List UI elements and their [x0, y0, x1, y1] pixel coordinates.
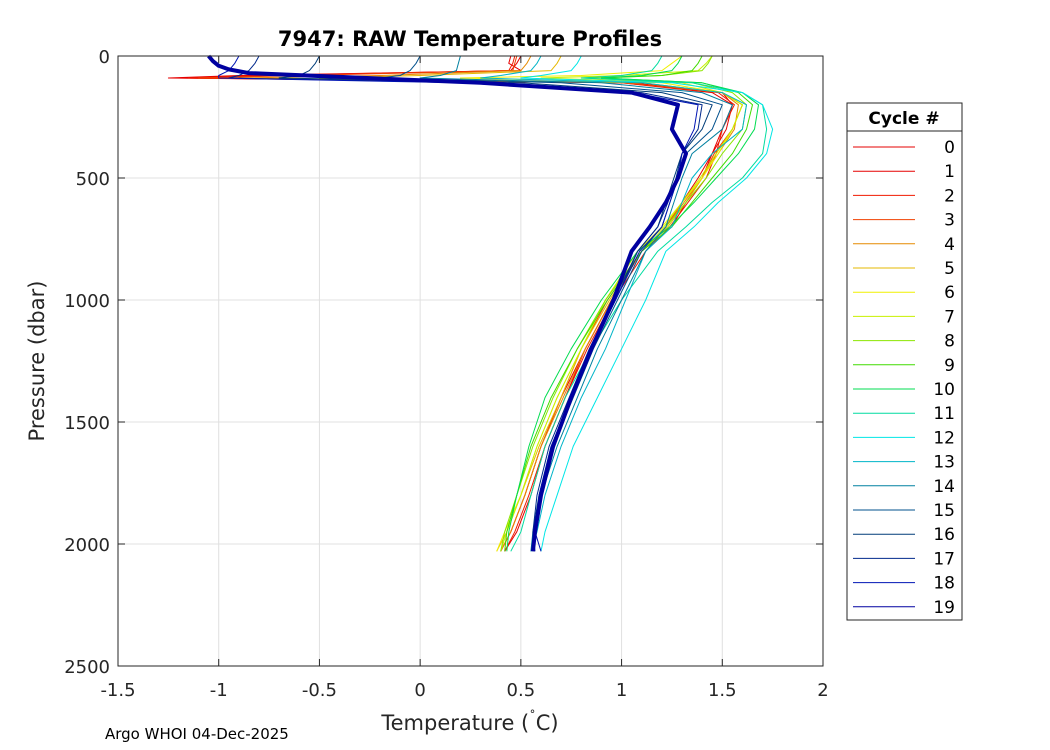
x-tick-label: 0.5 — [507, 680, 536, 701]
legend-label: 0 — [944, 138, 955, 158]
plot-area — [118, 56, 823, 666]
series-line-cycle-9 — [504, 55, 753, 552]
x-tick-label: 2 — [817, 680, 828, 701]
series-line-cycle-13 — [480, 55, 747, 552]
legend-label: 8 — [944, 332, 955, 352]
legend-title: Cycle # — [868, 109, 939, 129]
x-axis-unit: C) — [536, 711, 559, 735]
y-tick-label: 2500 — [64, 657, 110, 678]
legend-label: 13 — [933, 453, 955, 473]
legend-label: 10 — [933, 380, 955, 400]
y-tick-label: 2000 — [64, 535, 110, 556]
chart-title: 7947: RAW Temperature Profiles — [278, 27, 662, 51]
legend-label: 2 — [944, 186, 955, 206]
legend-label: 5 — [944, 259, 955, 279]
series-line-cycle-19 — [207, 54, 688, 552]
y-tick-label: 0 — [99, 47, 110, 68]
series-line-cycle-10 — [506, 55, 759, 552]
x-tick-label: -0.5 — [302, 680, 337, 701]
series-line-cycle-14 — [419, 55, 733, 552]
legend-label: 18 — [933, 574, 955, 594]
legend-label: 9 — [944, 356, 955, 376]
legend-label: 1 — [944, 162, 955, 182]
series-line-cycle-11 — [510, 55, 768, 552]
legend-label: 16 — [933, 525, 955, 545]
legend-label: 4 — [944, 235, 955, 255]
legend-label: 3 — [944, 211, 955, 231]
x-axis-title: Temperature (˚C) — [380, 709, 558, 735]
ticks: -1.5 -1 -0.5 0 0.5 1 1.5 2 0 500 1000 1500 2000 2500 — [64, 47, 829, 701]
legend-label: 7 — [944, 307, 955, 327]
x-tick-label: 0 — [414, 680, 425, 701]
series-line-cycle-12 — [520, 55, 774, 552]
legend-label: 12 — [933, 428, 955, 448]
x-axis-title-text: Temperature ( — [380, 711, 529, 735]
y-tick-label: 1500 — [64, 413, 110, 434]
plot-frame — [117, 55, 824, 667]
series-layer — [167, 54, 774, 552]
series-line-cycle-7 — [500, 55, 743, 552]
legend-label: 17 — [933, 549, 955, 569]
legend-label: 19 — [933, 598, 955, 618]
legend-label: 6 — [944, 283, 955, 303]
legend-label: 15 — [933, 501, 955, 521]
y-tick-label: 500 — [76, 169, 110, 190]
y-tick-label: 1000 — [64, 291, 110, 312]
legend-label: 11 — [933, 404, 955, 424]
x-tick-label: 1.5 — [708, 680, 737, 701]
x-tick-label: -1 — [210, 680, 228, 701]
y-axis-title: Pressure (dbar) — [25, 281, 49, 442]
legend-label: 14 — [933, 477, 955, 497]
x-axis-degree: ˚ — [529, 709, 536, 725]
footer-credit: Argo WHOI 04-Dec-2025 — [105, 725, 289, 743]
x-tick-label: 1 — [616, 680, 627, 701]
x-tick-label: -1.5 — [100, 680, 135, 701]
